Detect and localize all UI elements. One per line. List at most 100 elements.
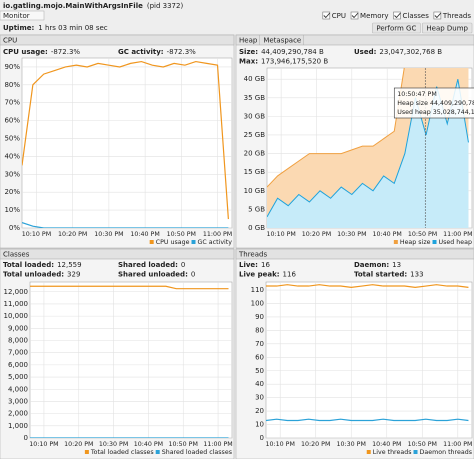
toggle-checkbox[interactable] <box>322 11 331 20</box>
legend-label: Daemon threads <box>420 449 472 456</box>
panel-tab: CPU <box>3 37 17 45</box>
check-mark <box>434 12 442 19</box>
y-tick-label: 8,000 <box>8 337 28 345</box>
panel-tab: Threads <box>238 251 267 259</box>
monitor-tab[interactable] <box>0 10 45 21</box>
panel-header <box>235 34 474 46</box>
panel-header <box>235 248 474 260</box>
x-tick-label: 10:40 PM <box>372 231 401 238</box>
stat-value: -872.3% <box>51 48 81 56</box>
y-tick-label: 40% <box>4 152 20 160</box>
x-tick-label: 10:20 PM <box>64 441 93 448</box>
legend-swatch <box>84 450 89 454</box>
y-tick-label: 5 GB <box>248 205 265 213</box>
y-tick-label: 3,000 <box>8 397 28 405</box>
y-tick-label: 90 <box>255 313 264 321</box>
legend-label: CPU usage <box>156 239 190 246</box>
app-title: io.gatling.mojo.MainWithArgsInFile <box>3 2 143 10</box>
x-tick-label: 10:40 PM <box>372 441 401 448</box>
legend-label: Live threads <box>373 449 412 456</box>
y-tick-label: 20 GB <box>244 150 266 158</box>
y-tick-label: 50 <box>255 367 264 375</box>
check-mark <box>323 12 331 19</box>
x-tick-label: 10:40 PM <box>134 441 163 448</box>
y-tick-label: 9,000 <box>8 324 28 332</box>
y-tick-label: 90% <box>4 63 20 71</box>
stat-label: Total started: <box>354 271 407 279</box>
stat-value: 329 <box>67 271 80 279</box>
x-tick-label: 10:20 PM <box>58 231 87 238</box>
y-tick-label: 10% <box>4 206 20 214</box>
x-tick-label: 10:50 PM <box>408 231 437 238</box>
toggle-checkbox[interactable] <box>350 11 359 20</box>
legend-label: GC activity <box>198 239 233 246</box>
annotation-text: Heap size 44,409,290,784 B <box>397 100 474 107</box>
y-tick-label: 6,000 <box>8 361 28 369</box>
toggle-label: Classes <box>403 12 430 20</box>
y-tick-label: 0 <box>24 434 28 442</box>
check-mark <box>394 12 401 19</box>
legend-swatch <box>432 240 437 244</box>
y-tick-label: 40 <box>255 380 264 388</box>
y-tick-label: 60% <box>4 117 20 125</box>
legend-label: Heap size <box>400 239 431 246</box>
uptime-value: 1 hrs 03 min 08 sec <box>38 24 108 32</box>
y-tick-label: 25 GB <box>244 131 266 139</box>
stat-label: Live peak: <box>239 271 280 279</box>
stat-value: 133 <box>410 271 423 279</box>
stat-label: Total loaded: <box>3 261 54 269</box>
uptime-label: Uptime: <box>3 24 34 32</box>
legend-swatch <box>366 450 371 454</box>
legend-label: Used heap <box>439 239 472 246</box>
x-tick-label: 10:30 PM <box>94 231 123 238</box>
stat-label: Used: <box>354 48 377 56</box>
y-tick-label: 100 <box>251 300 264 308</box>
y-tick-label: 7,000 <box>8 349 28 357</box>
stat-value: 173,946,175,520 B <box>261 58 328 66</box>
x-tick-label: 10:50 PM <box>169 441 198 448</box>
x-tick-label: 10:30 PM <box>99 441 128 448</box>
toggle-label: Memory <box>360 12 388 20</box>
x-tick-label: 10:20 PM <box>302 231 331 238</box>
stat-value: 16 <box>261 261 270 269</box>
plot-area <box>21 57 233 229</box>
button[interactable] <box>422 22 473 34</box>
x-tick-label: 10:40 PM <box>130 231 159 238</box>
y-tick-label: 20 <box>255 407 264 415</box>
x-tick-label: 11:00 PM <box>443 231 472 238</box>
y-tick-label: 10 GB <box>244 187 266 195</box>
annotation-text: 10:50:47 PM <box>397 91 437 98</box>
y-tick-label: 1,000 <box>8 422 28 430</box>
y-tick-label: 30 <box>255 394 264 402</box>
plot-area <box>29 281 233 439</box>
legend-swatch <box>393 240 398 244</box>
y-tick-label: 0 <box>260 434 264 442</box>
stat-value: 0 <box>181 261 185 269</box>
stat-label: Live: <box>239 261 258 269</box>
y-tick-label: 4,000 <box>8 385 28 393</box>
button[interactable] <box>372 22 421 34</box>
toggle-checkbox[interactable] <box>433 11 442 20</box>
stat-label: Total unloaded: <box>3 271 64 279</box>
x-tick-label: 10:30 PM <box>337 231 366 238</box>
panel-tab[interactable]: Metaspace <box>263 37 301 45</box>
y-tick-label: 80 <box>255 326 264 334</box>
app-pid: (pid 3372) <box>147 2 184 10</box>
button-label: Perform GC <box>376 25 416 33</box>
series-line <box>22 60 229 220</box>
x-tick-label: 10:10 PM <box>29 441 58 448</box>
legend-label: Shared loaded classes <box>162 449 232 456</box>
x-tick-label: 10:50 PM <box>167 231 196 238</box>
toggle-checkbox[interactable] <box>393 11 401 20</box>
stat-value: 116 <box>283 271 297 279</box>
y-tick-label: 50% <box>4 135 20 143</box>
x-tick-label: 10:10 PM <box>22 231 51 238</box>
y-tick-label: 10 <box>255 421 264 429</box>
check-mark <box>351 12 359 19</box>
stat-value: 12,559 <box>57 261 82 269</box>
y-tick-label: 35 GB <box>244 94 266 102</box>
stat-label: CPU usage: <box>3 48 48 56</box>
stat-value: 0 <box>191 271 195 279</box>
button-label: Heap Dump <box>426 25 468 33</box>
